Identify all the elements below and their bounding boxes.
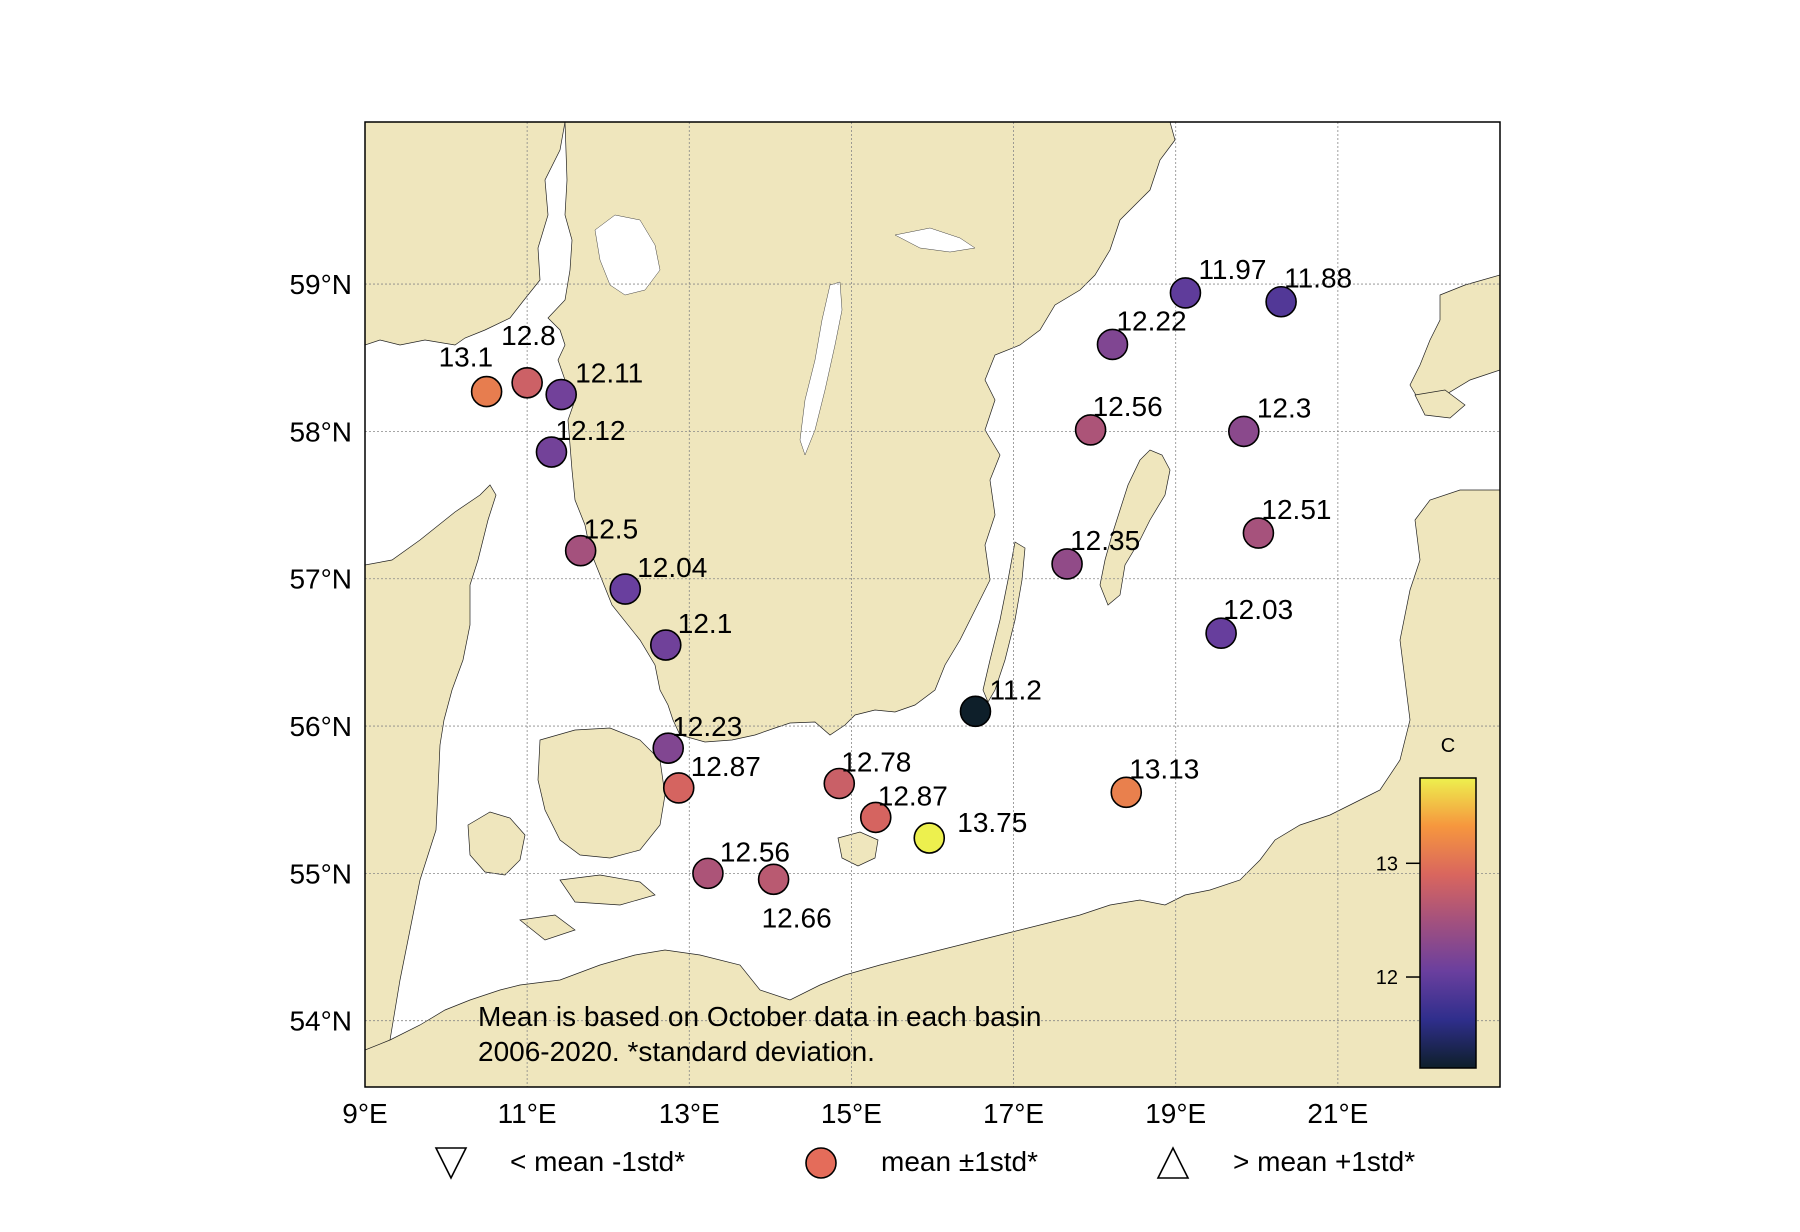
lon-tick-label: 9°E [342,1098,387,1129]
lon-tick-label: 11°E [498,1098,557,1129]
station-value-label: 12.87 [878,780,948,811]
triangle-down-icon [434,1147,468,1180]
land-bornholm [837,831,879,867]
station-value-label: 12.66 [762,902,832,933]
land-oland [982,541,1026,703]
station-value-label: 11.88 [1284,263,1352,294]
station-value-label: 12.8 [501,320,555,351]
colorbar-label: C [1441,735,1455,757]
station-marker [913,822,946,854]
station-value-label: 12.1 [678,608,733,639]
note-line-1: Mean is based on October data in each ba… [478,1001,1041,1032]
station-value-label: 12.04 [637,552,707,583]
station-marker [757,863,790,896]
station-value-label: 12.03 [1223,594,1293,625]
lat-tick-label: 55°N [289,858,352,889]
legend-label-mean: mean ±1std* [881,1146,1038,1177]
lake-malaren [894,227,976,253]
lat-axis-labels: 54°N 55°N 56°N 57°N 58°N 59°N [289,269,352,1037]
circle-icon [805,1147,837,1179]
station-marker [1242,517,1275,549]
station-layer: 13.112.8 12.11 12.12 12.5 12.04 12.1 12.23 12.8… [439,254,1353,933]
station-marker [823,767,856,800]
station-marker [1110,776,1143,809]
station-value-label: 12.56 [1093,391,1163,422]
station-value-label: 11.2 [989,674,1041,705]
station-value-label: 12.5 [584,514,639,545]
land-danish-islands [467,727,666,941]
land-layer [365,122,1500,1087]
station-marker [1096,328,1129,361]
station-marker [609,573,642,605]
legend-item-above: > mean +1std* [1156,1146,1415,1179]
lat-tick-label: 59°N [289,269,352,300]
colorbar-tick-label: 13 [1376,853,1398,875]
station-marker [470,375,503,408]
station-value-label: 12.51 [1261,494,1331,525]
legend-label-above: > mean +1std* [1233,1146,1415,1177]
note-line-2: 2006-2020. *standard deviation. [478,1036,875,1067]
station-marker [649,629,682,661]
lon-axis-labels: 9°E 11°E 13°E 15°E 17°E 19°E 21°E [342,1098,1368,1129]
land-saaremaa [1414,389,1466,419]
lon-tick-label: 17°E [983,1098,1044,1129]
legend: < mean -1std* mean ±1std* > mean +1std* [434,1146,1415,1180]
legend-item-below: < mean -1std* [434,1146,685,1180]
station-value-label: 13.13 [1129,753,1199,784]
triangle-up-icon [1156,1146,1190,1179]
station-marker [662,772,695,804]
lake-vanern [594,214,661,296]
station-marker [545,378,577,411]
station-value-label: 12.35 [1070,525,1140,556]
station-marker [692,857,724,890]
station-value-label: 13.75 [957,807,1027,838]
station-value-label: 12.22 [1116,305,1186,336]
lat-tick-label: 56°N [289,711,352,742]
station-value-label: 12.87 [691,751,761,782]
station-value-label: 12.23 [672,711,742,742]
land-denmark [365,484,497,1087]
lon-tick-label: 15°E [821,1098,882,1129]
land-south-coast [365,489,1500,1087]
station-marker [511,366,543,399]
station-marker [1051,548,1083,580]
land-norway [365,122,566,346]
colorbar-scale [1419,777,1477,1069]
station-marker [1074,414,1107,446]
lat-tick-label: 58°N [289,416,352,447]
lake-vattern [799,281,843,456]
lon-tick-label: 13°E [659,1098,720,1129]
lat-tick-label: 54°N [289,1006,352,1037]
station-value-label: 12.12 [555,415,625,446]
land-gotland [1099,449,1171,606]
station-marker [1169,277,1202,309]
station-marker [564,534,597,567]
lon-tick-label: 21°E [1307,1098,1368,1129]
legend-label-below: < mean -1std* [510,1146,685,1177]
station-marker [1265,285,1297,318]
legend-item-mean: mean ±1std* [805,1146,1038,1179]
station-value-label: 12.11 [575,358,643,389]
lat-tick-label: 57°N [289,564,352,595]
station-marker [535,436,568,468]
station-value-label: 12.56 [720,836,790,867]
map-frame [364,121,1501,1088]
colorbar-tick-label: 12 [1376,967,1398,989]
station-marker [1228,415,1260,448]
station-value-label: 11.97 [1198,254,1266,285]
station-value-label: 13.1 [439,342,494,373]
station-value-label: 12.3 [1257,392,1312,423]
station-marker [959,695,992,728]
station-marker [652,732,685,764]
station-marker [1205,617,1237,650]
colorbar: C 12 13 [1376,735,1477,1069]
station-marker [859,801,892,834]
lon-tick-label: 19°E [1145,1098,1206,1129]
station-value-label: 12.78 [841,747,911,778]
